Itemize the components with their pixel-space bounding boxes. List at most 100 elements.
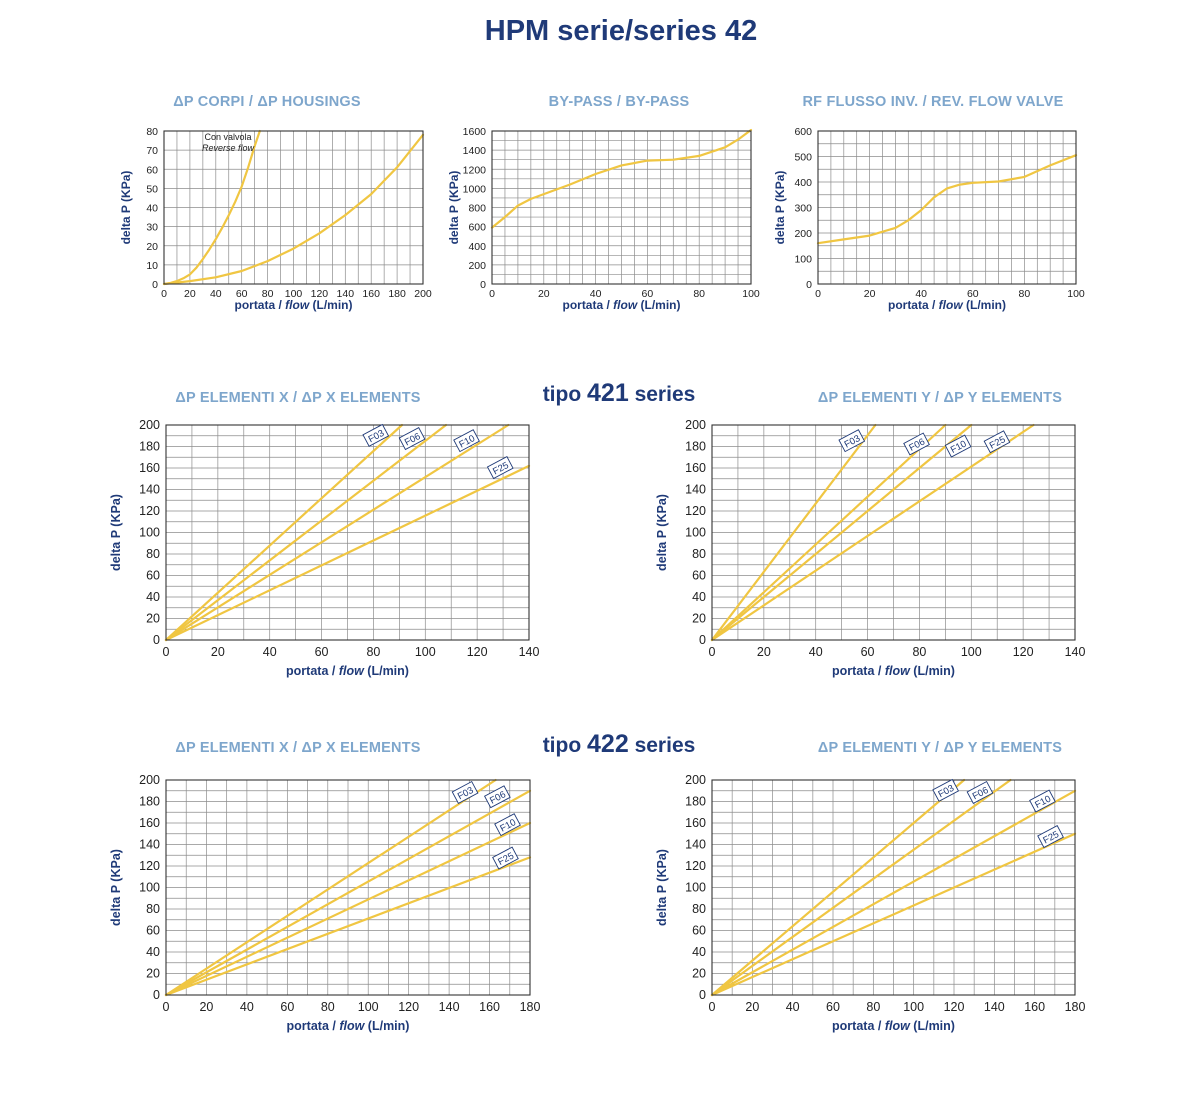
x-tick-label: 120	[398, 1000, 419, 1014]
gridlines	[491, 130, 752, 285]
section-suffix: series	[635, 383, 696, 406]
section-title-422: tipo 422 series	[543, 730, 696, 758]
y-tick-label: 0	[152, 279, 158, 291]
series-line-f06	[710, 778, 1012, 997]
y-tick-label: 20	[146, 612, 160, 626]
y-tick-label: 200	[685, 773, 706, 787]
y-axis-label: delta P (KPa)	[109, 494, 123, 571]
x-axis-label-it: portata	[234, 298, 275, 312]
x-tick-label: 40	[240, 1000, 254, 1014]
series-tag-box	[451, 780, 479, 804]
x-axis-label: portata / flow (L/min)	[234, 298, 352, 312]
x-tick-label: 40	[210, 288, 222, 300]
series-tag-box	[362, 423, 390, 447]
x-tick-label: 80	[693, 288, 705, 300]
x-tick-label: 20	[864, 288, 876, 300]
series-tag-box	[932, 778, 960, 802]
x-axis-label-sep: /	[603, 298, 613, 312]
series-line-f06	[710, 423, 947, 642]
x-axis-label-sep: /	[329, 1019, 339, 1033]
series-tag: F06	[398, 427, 426, 451]
y-tick-label: 80	[146, 126, 158, 138]
x-tick-label: 140	[1065, 645, 1086, 659]
y-tick-label: 200	[685, 418, 706, 432]
y-tick-label: 0	[699, 988, 706, 1002]
chart-title: ΔP CORPI / ΔP HOUSINGS	[173, 94, 361, 110]
series-tag: F10	[453, 429, 480, 453]
x-axis-label-sep: /	[929, 298, 939, 312]
x-tick-label: 100	[742, 288, 760, 300]
series-line-1	[162, 133, 425, 286]
section-suffix: series	[635, 734, 696, 757]
y-tick-label: 40	[146, 945, 160, 959]
x-tick-label: 120	[311, 288, 329, 300]
y-tick-label: 60	[146, 924, 160, 938]
x-axis-label-unit: (L/min)	[910, 1019, 955, 1033]
x-tick-label: 140	[984, 1000, 1005, 1014]
series-line-f10	[164, 423, 510, 642]
x-tick-label: 140	[337, 288, 355, 300]
x-axis-label-unit: (L/min)	[364, 664, 409, 678]
x-tick-label: 80	[1019, 288, 1031, 300]
x-tick-label: 0	[489, 288, 495, 300]
x-tick-label: 180	[388, 288, 406, 300]
x-axis-label-en: flow	[613, 298, 638, 312]
x-axis-label-it: portata	[286, 664, 329, 678]
y-tick-label: 1600	[463, 126, 487, 138]
x-axis-label-unit: (L/min)	[309, 298, 352, 312]
series-line-f03	[710, 778, 966, 997]
x-tick-label: 20	[538, 288, 550, 300]
y-tick-label: 160	[685, 461, 706, 475]
series-line-f03	[164, 778, 497, 997]
chart-rf_valve: RF FLUSSO INV. / REV. FLOW VALVE 0 20 40 60 8…	[773, 94, 1085, 312]
y-tick-label: 100	[685, 881, 706, 895]
y-tick-label: 400	[468, 241, 486, 253]
charts-layer: ΔP CORPI / ΔP HOUSINGS 0 20 40 60 80 100 120 140…	[109, 94, 1085, 1033]
series-tag-box	[398, 427, 426, 451]
y-tick-label: 80	[692, 902, 706, 916]
section-prefix: tipo	[543, 383, 581, 406]
x-tick-label: 60	[642, 288, 654, 300]
y-tick-label: 140	[139, 483, 160, 497]
x-tick-label: 60	[236, 288, 248, 300]
x-axis-label-sep: /	[328, 664, 338, 678]
x-tick-label: 20	[745, 1000, 759, 1014]
series-tag: F06	[966, 780, 994, 804]
section-title-421: tipo 421 series	[543, 379, 696, 407]
y-tick-label: 40	[692, 590, 706, 604]
series-line-0	[490, 128, 753, 229]
y-tick-label: 120	[139, 859, 160, 873]
y-tick-label: 600	[794, 126, 812, 138]
y-tick-label: 40	[692, 945, 706, 959]
chart-title: BY-PASS / BY-PASS	[549, 94, 690, 110]
x-tick-label: 40	[590, 288, 602, 300]
chart-y421: ΔP ELEMENTI Y / ΔP Y ELEMENTS 0 20 40 60 80 10…	[655, 390, 1085, 678]
x-tick-label: 40	[263, 645, 277, 659]
page-title: HPM serie/series 42	[485, 15, 757, 47]
x-tick-label: 60	[861, 645, 875, 659]
x-axis-label-it: portata	[562, 298, 603, 312]
y-tick-label: 500	[794, 152, 812, 164]
plot-frame	[711, 779, 1076, 996]
x-axis-label: portata / flow (L/min)	[562, 298, 680, 312]
y-tick-label: 1000	[463, 183, 487, 195]
plot-frame	[711, 424, 1076, 641]
y-tick-label: 200	[139, 773, 160, 787]
y-axis-label: delta P (KPa)	[447, 171, 461, 245]
y-tick-label: 30	[146, 222, 158, 234]
series-line-f10	[710, 789, 1077, 997]
plot-frame	[165, 424, 530, 641]
x-axis-label: portata / flow (L/min)	[832, 1019, 955, 1033]
y-tick-label: 70	[146, 145, 158, 157]
gridlines	[711, 779, 1076, 996]
x-tick-label: 0	[163, 1000, 170, 1014]
series-line-f25	[164, 464, 531, 642]
x-axis-label-sep: /	[874, 664, 884, 678]
x-axis-label-unit: (L/min)	[364, 1019, 409, 1033]
x-tick-label: 160	[362, 288, 380, 300]
gridlines	[817, 130, 1077, 285]
x-axis-label-unit: (L/min)	[963, 298, 1006, 312]
chart-annotation: Con valvola	[204, 132, 251, 142]
plot-frame	[491, 130, 752, 285]
y-tick-label: 120	[685, 504, 706, 518]
